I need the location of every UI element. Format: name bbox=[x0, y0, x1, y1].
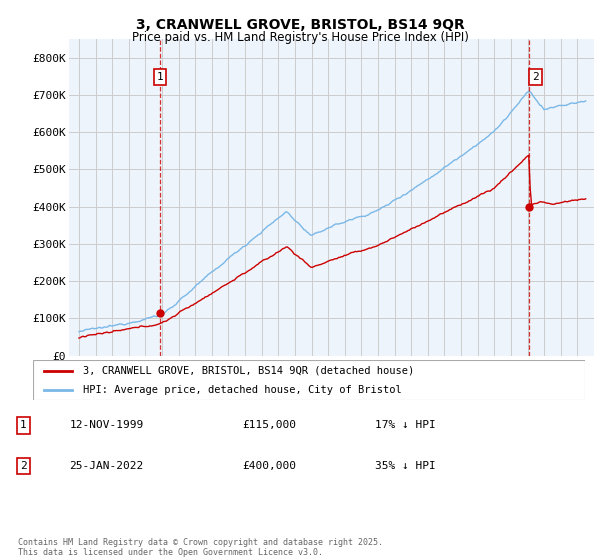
Text: 3, CRANWELL GROVE, BRISTOL, BS14 9QR (detached house): 3, CRANWELL GROVE, BRISTOL, BS14 9QR (de… bbox=[83, 366, 414, 376]
Text: 12-NOV-1999: 12-NOV-1999 bbox=[70, 421, 144, 431]
Text: HPI: Average price, detached house, City of Bristol: HPI: Average price, detached house, City… bbox=[83, 385, 401, 394]
Text: Contains HM Land Registry data © Crown copyright and database right 2025.
This d: Contains HM Land Registry data © Crown c… bbox=[18, 538, 383, 557]
Text: 2: 2 bbox=[532, 72, 539, 82]
Text: £115,000: £115,000 bbox=[242, 421, 296, 431]
Text: £400,000: £400,000 bbox=[242, 461, 296, 471]
FancyBboxPatch shape bbox=[33, 360, 585, 400]
Text: 35% ↓ HPI: 35% ↓ HPI bbox=[375, 461, 436, 471]
Text: 3, CRANWELL GROVE, BRISTOL, BS14 9QR: 3, CRANWELL GROVE, BRISTOL, BS14 9QR bbox=[136, 18, 464, 32]
Text: Price paid vs. HM Land Registry's House Price Index (HPI): Price paid vs. HM Land Registry's House … bbox=[131, 31, 469, 44]
Text: 17% ↓ HPI: 17% ↓ HPI bbox=[375, 421, 436, 431]
Text: 1: 1 bbox=[20, 421, 27, 431]
Text: 2: 2 bbox=[20, 461, 27, 471]
Text: 25-JAN-2022: 25-JAN-2022 bbox=[70, 461, 144, 471]
Text: 1: 1 bbox=[157, 72, 163, 82]
